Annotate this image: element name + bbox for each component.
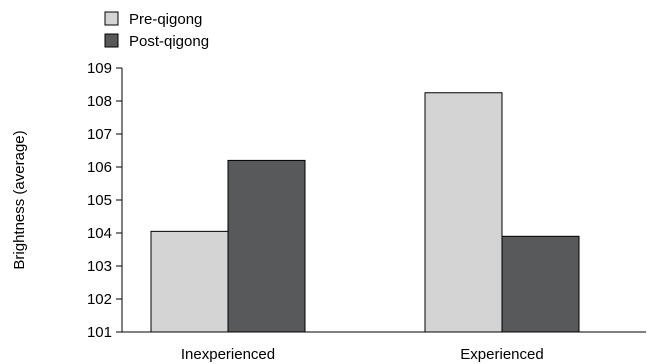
- legend-swatch: [104, 11, 119, 26]
- y-tick-label: 107: [87, 126, 112, 143]
- y-tick-label: 104: [87, 225, 112, 242]
- x-tick-labels: Inexperienced Experienced: [181, 346, 544, 363]
- bar-pre-qigong-experienced: [424, 92, 503, 333]
- x-tick-label: Experienced: [460, 346, 543, 363]
- legend-label: Post-qigong: [129, 33, 209, 50]
- bar-pre-qigong-inexperienced: [150, 230, 229, 333]
- bar-post-qigong-inexperienced: [227, 159, 306, 333]
- y-tick-label: 101: [87, 324, 112, 341]
- x-tick-label: Inexperienced: [181, 346, 275, 363]
- y-tick-label: 103: [87, 258, 112, 275]
- y-tick-label: 102: [87, 291, 112, 308]
- y-tick-label: 109: [87, 60, 112, 77]
- y-tick-label: 106: [87, 159, 112, 176]
- y-tick-label: 105: [87, 192, 112, 209]
- bar-post-qigong-experienced: [501, 235, 580, 333]
- legend: Pre-qigong Post-qigong: [104, 11, 209, 50]
- legend-swatch: [104, 33, 119, 48]
- legend-label: Pre-qigong: [129, 11, 202, 28]
- y-axis-label: Brightness (average): [11, 130, 28, 269]
- bars: [150, 92, 580, 333]
- y-tick-label: 108: [87, 93, 112, 110]
